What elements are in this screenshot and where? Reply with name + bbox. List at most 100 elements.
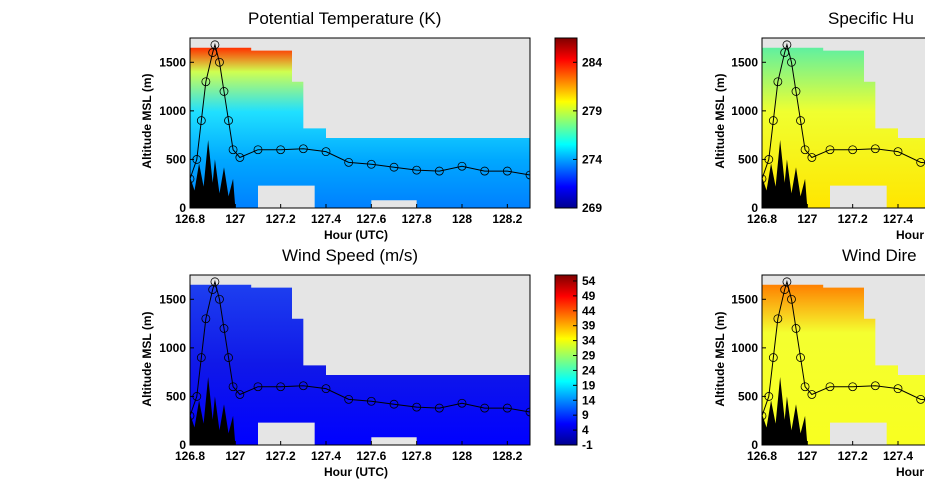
- flight-point: [791, 324, 801, 333]
- x-tick-label: 128: [452, 212, 472, 226]
- flight-point: [196, 353, 206, 362]
- colorbar-tick-label: 274: [582, 152, 602, 166]
- flight-point: [366, 396, 376, 406]
- chart-title: Potential Temperature (K): [248, 9, 442, 28]
- flight-point: [412, 165, 422, 175]
- x-tick-label: 127.2: [266, 449, 296, 463]
- x-tick-label: 128: [452, 449, 472, 463]
- plot-frame: [189, 37, 531, 209]
- x-tick-label: 127.6: [356, 212, 386, 226]
- flight-point: [893, 384, 903, 394]
- x-tick-label: 127.4: [311, 449, 341, 463]
- flight-point: [235, 390, 245, 399]
- flight-point: [780, 48, 790, 57]
- y-tick-label: 1500: [159, 55, 186, 69]
- flight-point: [224, 116, 233, 125]
- flight-point: [457, 161, 467, 171]
- flight-point: [480, 403, 490, 413]
- y-tick-label: 1500: [731, 55, 758, 69]
- x-axis-label: Hour: [896, 228, 924, 242]
- colorbar-gradient: [554, 37, 578, 209]
- x-tick-label: 127.8: [402, 449, 432, 463]
- flight-point: [253, 145, 263, 155]
- x-axis-label: Hour (UTC): [324, 465, 388, 479]
- y-tick-label: 500: [166, 389, 186, 403]
- colorbar-tick-label: 9: [582, 408, 589, 422]
- plot-frame: [761, 37, 925, 209]
- flight-point: [253, 382, 263, 392]
- flight-point: [502, 403, 512, 413]
- colorbar-tick-label: 14: [582, 393, 596, 407]
- flight-point: [210, 40, 220, 50]
- x-tick-label: 127.2: [838, 212, 868, 226]
- flight-point: [344, 394, 354, 404]
- flight-path: [762, 279, 925, 417]
- flight-point: [773, 77, 783, 87]
- chart-title: Wind Dire: [842, 246, 917, 265]
- plot-frame: [761, 274, 925, 446]
- flight-point: [389, 399, 399, 409]
- colorbar-tick-label: -1: [582, 438, 593, 452]
- x-tick-label: 127.2: [266, 212, 296, 226]
- flight-point: [208, 285, 218, 294]
- flight-point: [457, 398, 467, 408]
- flight-point: [276, 382, 286, 392]
- colorbar-tick-label: 29: [582, 349, 596, 363]
- flight-point: [224, 353, 233, 362]
- flight-point: [412, 402, 422, 412]
- x-tick-label: 127: [225, 449, 245, 463]
- flight-point: [800, 382, 810, 392]
- x-tick-label: 127.8: [402, 212, 432, 226]
- colorbar-tick-label: 269: [582, 201, 602, 215]
- x-tick-label: 126.8: [175, 212, 205, 226]
- flight-point: [782, 40, 792, 50]
- flight-point: [321, 147, 331, 157]
- y-tick-label: 500: [738, 152, 758, 166]
- x-tick-label: 126.8: [747, 212, 777, 226]
- terrain: [762, 377, 808, 445]
- x-tick-label: 127: [797, 212, 817, 226]
- flight-point: [201, 314, 211, 324]
- flight-point: [870, 144, 880, 154]
- colorbar-tick-label: 34: [582, 334, 596, 348]
- flight-point: [228, 382, 238, 392]
- y-tick-label: 0: [751, 438, 758, 452]
- flight-point: [344, 157, 354, 167]
- flight-point: [787, 57, 796, 67]
- y-tick-label: 1000: [159, 104, 186, 118]
- flight-point: [298, 144, 308, 154]
- flight-point: [848, 145, 858, 155]
- terrain: [762, 140, 808, 208]
- plot-frame: [189, 274, 531, 446]
- colorbar-gradient: [554, 274, 578, 446]
- flight-point: [525, 407, 530, 417]
- flight-point: [870, 381, 880, 391]
- y-tick-label: 0: [179, 201, 186, 215]
- colorbar-tick-label: 24: [582, 363, 596, 377]
- chart-title: Wind Speed (m/s): [282, 246, 419, 265]
- colorbar-tick-label: 44: [582, 304, 596, 318]
- flight-point: [366, 159, 376, 169]
- data-field: [190, 284, 530, 445]
- flight-point: [208, 48, 218, 57]
- flight-point: [893, 147, 903, 157]
- flight-point: [201, 77, 211, 87]
- flight-point: [276, 145, 286, 155]
- x-tick-label: 127.4: [883, 212, 913, 226]
- flight-point: [215, 294, 224, 304]
- flight-point: [825, 382, 835, 392]
- x-tick-label: 127: [225, 212, 245, 226]
- y-tick-label: 1000: [731, 341, 758, 355]
- terrain: [190, 377, 236, 445]
- x-tick-label: 127.4: [883, 449, 913, 463]
- flight-point: [780, 285, 790, 294]
- flight-point: [796, 353, 805, 362]
- colorbar-tick-label: 279: [582, 104, 602, 118]
- flight-path: [762, 42, 925, 180]
- terrain: [190, 140, 236, 208]
- flight-point: [219, 87, 229, 96]
- x-tick-label: 126.8: [175, 449, 205, 463]
- flight-point: [298, 381, 308, 391]
